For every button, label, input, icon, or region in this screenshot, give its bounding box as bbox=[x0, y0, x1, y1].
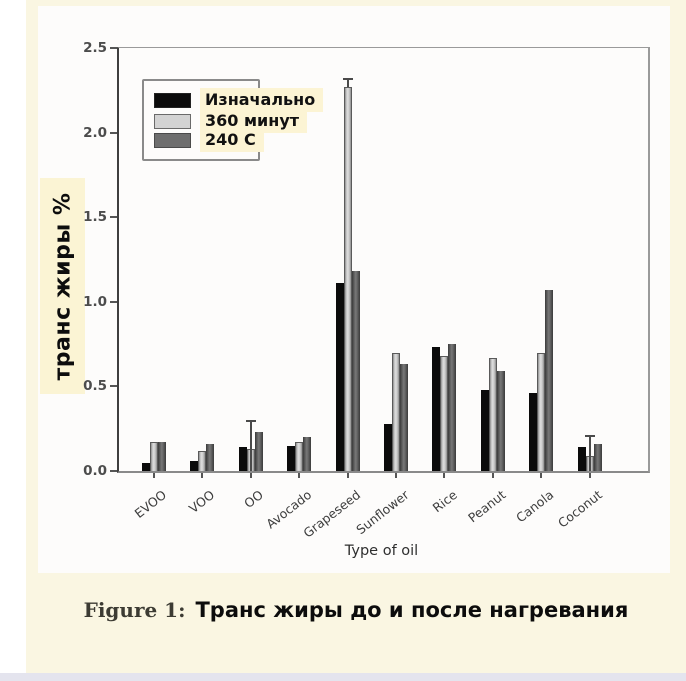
y-axis-tick bbox=[110, 131, 117, 134]
bar-grapeseed-series0 bbox=[335, 283, 344, 471]
figure-caption-label: Figure 1: bbox=[83, 598, 186, 622]
x-tick-label: OO bbox=[241, 487, 267, 511]
y-tick-label: 2.5 bbox=[83, 40, 107, 56]
bar-rice-series1 bbox=[440, 355, 449, 471]
bar-voo-series0 bbox=[190, 460, 199, 471]
bar-canola-series0 bbox=[529, 393, 538, 471]
y-axis-label-highlight: транс жиры % bbox=[40, 178, 85, 394]
x-axis-title: Type of oil bbox=[344, 543, 419, 559]
bar-avocado-series1 bbox=[295, 442, 304, 471]
x-tick-label: EVOO bbox=[131, 487, 170, 521]
x-axis-tick bbox=[395, 473, 397, 478]
x-tick-label: VOO bbox=[186, 487, 218, 517]
x-axis-tick bbox=[491, 473, 494, 478]
bar-peanut-series1 bbox=[488, 357, 497, 471]
x-tick-label: Peanut bbox=[464, 487, 509, 526]
x-axis-tick bbox=[201, 473, 204, 478]
bar-coconut-series2 bbox=[593, 443, 602, 471]
bottom-strip bbox=[0, 673, 686, 681]
bar-grapeseed-series2 bbox=[351, 271, 360, 471]
bar-evoo-series2 bbox=[158, 442, 166, 471]
legend-label: 240 C bbox=[200, 128, 264, 152]
x-axis-tick bbox=[153, 473, 155, 478]
bar-avocado-series2 bbox=[303, 437, 312, 471]
bar-canola-series2 bbox=[545, 289, 554, 471]
bar-coconut-series0 bbox=[577, 447, 586, 471]
error-bar-cap bbox=[245, 420, 256, 423]
y-tick-label: 0.0 bbox=[83, 463, 107, 479]
bar-peanut-series2 bbox=[496, 371, 505, 471]
chart-image: транс жиры % Изначально 360 минут 240 C 0.… bbox=[38, 6, 670, 573]
x-axis-tick bbox=[346, 473, 349, 478]
y-tick-label: 0.5 bbox=[83, 378, 107, 395]
bar-evoo-series0 bbox=[142, 462, 150, 471]
x-tick-label: Coconut bbox=[554, 487, 605, 531]
x-tick-label: Sunflower bbox=[352, 487, 412, 538]
bar-sunflower-series0 bbox=[384, 423, 392, 471]
legend-item: 360 минут bbox=[154, 109, 308, 133]
x-axis-tick bbox=[540, 473, 543, 478]
bar-peanut-series0 bbox=[480, 389, 489, 471]
plot-area: Изначально 360 минут 240 C 0.0 0.5 1.0 1.5 2.0… bbox=[83, 40, 650, 541]
legend-swatch-series0 bbox=[154, 92, 191, 108]
figure-caption: Figure 1: Транс жиры до и после нагревани… bbox=[26, 598, 686, 622]
x-axis-tick bbox=[443, 473, 446, 478]
error-bar-cap bbox=[584, 435, 595, 438]
y-axis-tick bbox=[110, 216, 117, 219]
bar-canola-series1 bbox=[537, 352, 546, 471]
y-axis-tick bbox=[110, 47, 117, 49]
bar-voo-series2 bbox=[206, 443, 215, 471]
error-bar-cap bbox=[342, 78, 353, 81]
x-axis-tick bbox=[249, 473, 252, 478]
y-axis-label: транс жиры % bbox=[50, 192, 75, 380]
bar-voo-series1 bbox=[198, 450, 207, 471]
legend-label: Изначально bbox=[200, 88, 324, 112]
bar-oo-series0 bbox=[238, 447, 247, 471]
y-axis-tick bbox=[110, 470, 117, 472]
bar-avocado-series0 bbox=[287, 445, 296, 471]
x-axis-tick bbox=[298, 473, 301, 478]
bar-evoo-series1 bbox=[150, 442, 158, 471]
legend-item: 240 C bbox=[154, 128, 264, 152]
bar-rice-series2 bbox=[448, 344, 457, 471]
y-tick-label: 1.0 bbox=[83, 293, 107, 310]
bar-rice-series0 bbox=[432, 347, 441, 471]
error-bar bbox=[588, 435, 591, 471]
y-tick-label: 2.0 bbox=[83, 124, 107, 141]
figure-caption-text: Транс жиры до и после нагревания bbox=[195, 598, 629, 622]
bar-sunflower-series2 bbox=[400, 364, 408, 471]
error-bar bbox=[249, 420, 252, 471]
y-tick-label: 1.5 bbox=[83, 209, 107, 226]
legend-item: Изначально bbox=[154, 88, 324, 112]
x-tick-label: Rice bbox=[429, 487, 460, 516]
legend-swatch-series2 bbox=[154, 132, 191, 148]
error-bar bbox=[346, 78, 349, 87]
x-axis-tick bbox=[588, 473, 591, 478]
figure-panel: транс жиры % Изначально 360 минут 240 C 0.… bbox=[26, 0, 686, 673]
y-axis-tick bbox=[110, 300, 117, 303]
bar-oo-series2 bbox=[254, 432, 263, 471]
bar-sunflower-series1 bbox=[392, 352, 400, 471]
x-tick-label: Canola bbox=[513, 487, 557, 526]
legend: Изначально 360 минут 240 C bbox=[142, 79, 324, 161]
legend-swatch-series1 bbox=[154, 113, 191, 129]
y-axis-tick bbox=[110, 385, 117, 388]
bar-grapeseed-series1 bbox=[343, 86, 352, 471]
